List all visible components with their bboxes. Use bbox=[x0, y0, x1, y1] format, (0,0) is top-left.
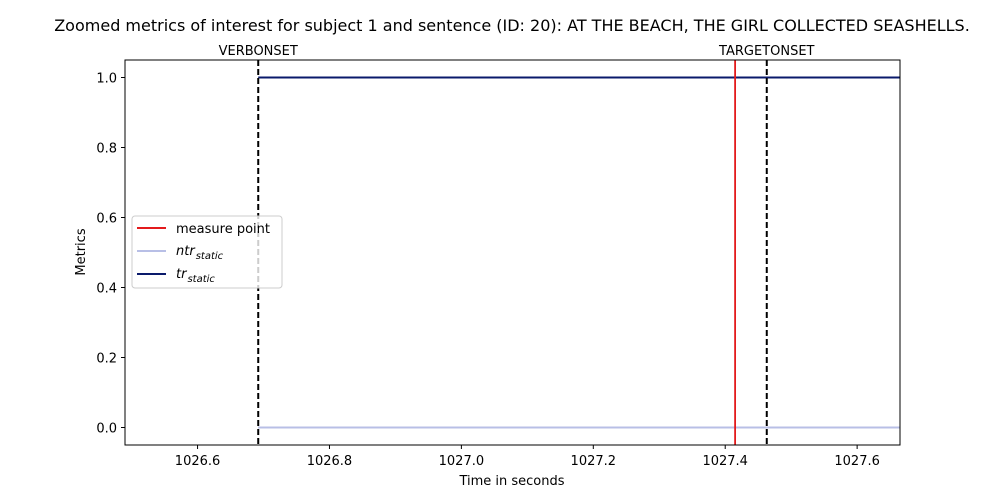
chart-title: Zoomed metrics of interest for subject 1… bbox=[54, 16, 970, 35]
x-tick-label: 1026.8 bbox=[307, 454, 353, 469]
x-tick-label: 1027.6 bbox=[834, 454, 880, 469]
y-tick-label: 0.2 bbox=[96, 352, 117, 367]
y-tick-label: 1.0 bbox=[96, 72, 117, 87]
legend-label-base: tr bbox=[176, 267, 188, 282]
y-axis-ticks: 0.0 0.2 0.4 0.6 0.8 1.0 bbox=[96, 72, 125, 437]
plot-border bbox=[124, 59, 901, 446]
legend-label-subscript: static bbox=[187, 274, 215, 285]
legend-label-subscript: static bbox=[196, 251, 224, 262]
y-tick-label: 0.4 bbox=[96, 282, 117, 297]
y-tick-label: 0.0 bbox=[96, 422, 117, 437]
y-tick-label: 0.8 bbox=[96, 142, 117, 157]
x-axis-label: Time in seconds bbox=[458, 474, 564, 489]
x-tick-label: 1027.4 bbox=[702, 454, 748, 469]
series-layer bbox=[258, 76, 900, 429]
legend-box bbox=[131, 215, 283, 289]
event-label-verbonset: VERBONSET bbox=[219, 44, 298, 59]
legend-label-base: ntr bbox=[176, 244, 196, 259]
legend-label: measure point bbox=[176, 222, 270, 237]
x-tick-label: 1027.2 bbox=[571, 454, 617, 469]
y-axis-label: Metrics bbox=[74, 228, 89, 275]
x-tick-label: 1026.6 bbox=[175, 454, 221, 469]
event-labels: VERBONSET TARGETONSET bbox=[219, 44, 815, 59]
x-axis-ticks: 1026.6 1026.8 1027.0 1027.2 1027.4 1027.6 bbox=[175, 445, 880, 469]
x-tick-label: 1027.0 bbox=[439, 454, 485, 469]
y-tick-label: 0.6 bbox=[96, 212, 117, 227]
event-label-targetonset: TARGETONSET bbox=[718, 44, 815, 59]
